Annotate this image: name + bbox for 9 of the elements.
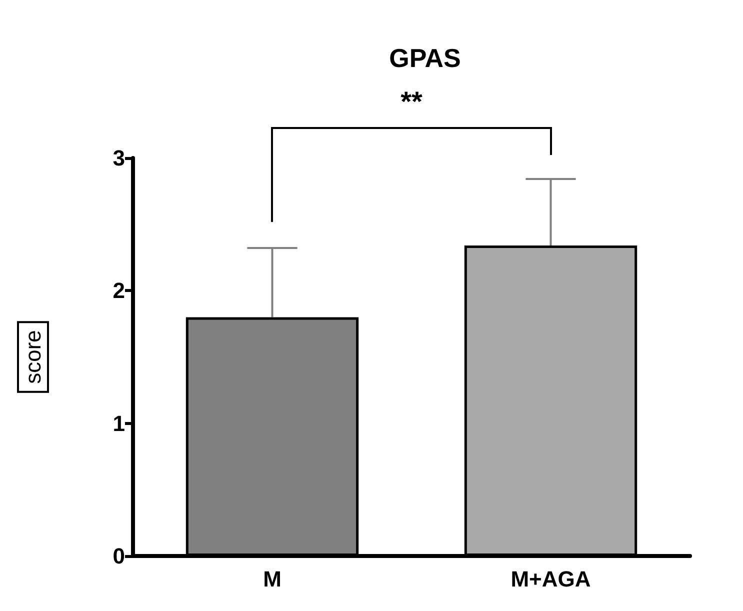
- text: **: [400, 86, 422, 118]
- y-tick-label: 0: [112, 544, 125, 568]
- x-tick-label: M+AGA: [510, 566, 591, 592]
- chart-title: GPAS: [389, 43, 461, 73]
- y-axis-title: score: [20, 330, 46, 384]
- y-tick-label: 1: [112, 410, 125, 436]
- x-tick-label: M: [263, 566, 282, 592]
- y-tick-label: 3: [112, 146, 125, 170]
- y-tick-label: 2: [112, 278, 125, 304]
